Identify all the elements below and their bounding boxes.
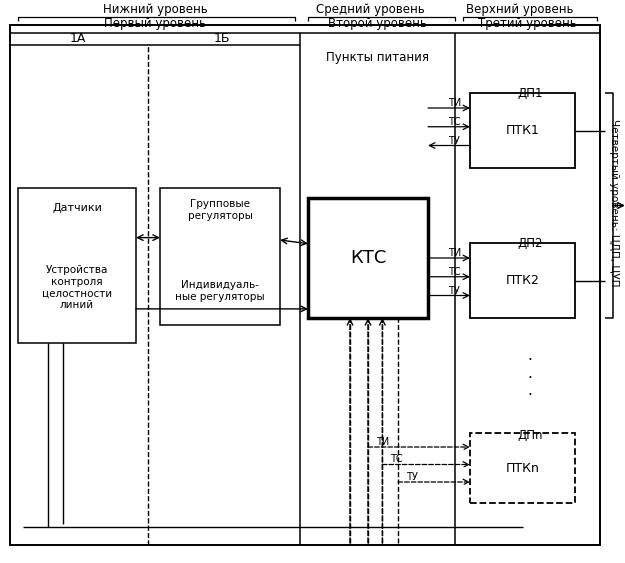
Text: Первый уровень: Первый уровень bbox=[104, 16, 206, 29]
Bar bbox=[470, 93, 575, 168]
Text: Нижний уровень: Нижний уровень bbox=[102, 2, 208, 16]
Text: ПТК1: ПТК1 bbox=[506, 124, 539, 137]
Text: ТИ: ТИ bbox=[448, 248, 461, 258]
Text: ТИ: ТИ bbox=[448, 98, 461, 108]
Text: ·
·
·: · · · bbox=[528, 353, 532, 403]
Text: ДП2: ДП2 bbox=[518, 236, 542, 249]
Bar bbox=[18, 188, 136, 343]
Text: Индивидуаль-
ные регуляторы: Индивидуаль- ные регуляторы bbox=[175, 280, 265, 302]
Text: ПТКn: ПТКn bbox=[506, 462, 539, 475]
Text: Четвертый уровень: ЦДП, ЦУП: Четвертый уровень: ЦДП, ЦУП bbox=[609, 119, 619, 287]
Text: ТУ: ТУ bbox=[448, 285, 460, 296]
Text: 1Б: 1Б bbox=[214, 33, 230, 46]
Text: ПТК2: ПТК2 bbox=[506, 274, 539, 287]
Text: ТС: ТС bbox=[448, 267, 461, 277]
Text: Второй уровень: Второй уровень bbox=[328, 16, 426, 29]
Text: ТИ: ТИ bbox=[376, 437, 389, 447]
Text: КТС: КТС bbox=[350, 249, 386, 267]
Bar bbox=[160, 188, 280, 325]
Text: ТС: ТС bbox=[391, 454, 403, 464]
Text: ТУ: ТУ bbox=[448, 136, 460, 145]
Bar bbox=[470, 433, 575, 503]
Bar bbox=[308, 198, 428, 318]
Text: ДПn: ДПn bbox=[518, 428, 542, 441]
Text: ДП1: ДП1 bbox=[518, 87, 542, 100]
Text: Третий уровень: Третий уровень bbox=[478, 16, 576, 29]
Bar bbox=[470, 243, 575, 318]
Text: Пункты питания: Пункты питания bbox=[326, 51, 429, 64]
Text: Верхний уровень: Верхний уровень bbox=[466, 2, 574, 16]
Text: Средний уровень: Средний уровень bbox=[316, 2, 424, 16]
Text: Групповые
регуляторы: Групповые регуляторы bbox=[188, 199, 253, 221]
Text: Устройства
контроля
целостности
линий: Устройства контроля целостности линий bbox=[42, 265, 112, 310]
Text: ТУ: ТУ bbox=[406, 472, 418, 482]
Text: Датчики: Датчики bbox=[52, 203, 102, 213]
Text: 1А: 1А bbox=[70, 33, 86, 46]
Text: ТС: ТС bbox=[448, 117, 461, 127]
